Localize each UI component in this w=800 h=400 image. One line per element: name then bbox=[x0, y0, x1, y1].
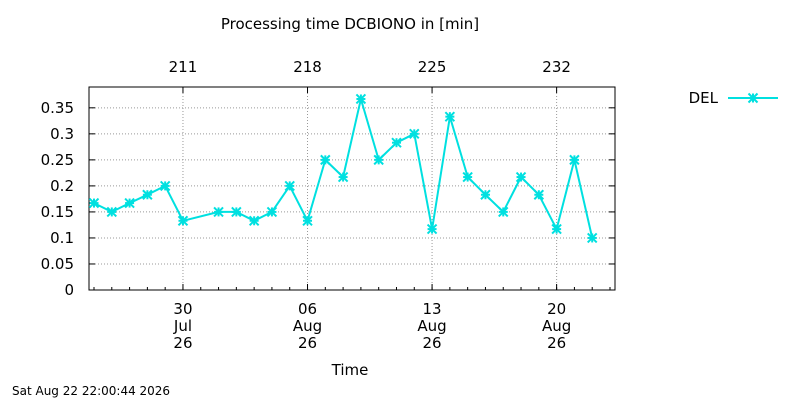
y-tick-label: 0.05 bbox=[41, 255, 74, 273]
top-tick-label: 232 bbox=[542, 58, 571, 76]
y-tick-label: 0 bbox=[64, 281, 74, 299]
top-tick-label: 225 bbox=[418, 58, 447, 76]
x-tick-label: Jul bbox=[173, 317, 192, 335]
x-tick-label: Aug bbox=[417, 317, 446, 335]
y-tick-label: 0.1 bbox=[50, 229, 74, 247]
y-axis: 0 0.05 0.1 0.15 0.2 0.25 0.3 0.35 bbox=[41, 99, 615, 299]
x-tick-label: 20 bbox=[547, 300, 566, 318]
series-layer bbox=[88, 93, 598, 244]
x-tick-label: 13 bbox=[423, 300, 442, 318]
data-point bbox=[355, 93, 367, 105]
data-point bbox=[462, 171, 473, 183]
data-point bbox=[320, 154, 331, 166]
data-point bbox=[142, 189, 153, 200]
x-tick-label: Aug bbox=[542, 317, 571, 335]
x-tick-label: 26 bbox=[298, 334, 317, 352]
data-point bbox=[337, 171, 349, 183]
data-point bbox=[391, 137, 402, 148]
data-point bbox=[409, 128, 420, 140]
data-point bbox=[213, 206, 224, 218]
data-point bbox=[515, 171, 527, 183]
y-tick-label: 0.25 bbox=[41, 151, 74, 169]
data-point bbox=[498, 206, 509, 218]
y-tick-label: 0.35 bbox=[41, 99, 74, 117]
data-point bbox=[177, 215, 189, 226]
x-axis-top: 211 218 225 232 bbox=[169, 58, 571, 93]
x-tick-label: Aug bbox=[293, 317, 322, 335]
legend-marker-del bbox=[747, 92, 759, 104]
data-point bbox=[159, 180, 171, 192]
timestamp: Sat Aug 22 22:00:44 2026 bbox=[12, 384, 170, 398]
data-point bbox=[586, 232, 598, 244]
x-axis-label: Time bbox=[331, 361, 369, 379]
top-tick-label: 211 bbox=[169, 58, 198, 76]
x-tick-label: 26 bbox=[547, 334, 566, 352]
data-point bbox=[88, 197, 100, 209]
y-tick-label: 0.15 bbox=[41, 203, 74, 221]
x-tick-label: 26 bbox=[173, 334, 192, 352]
data-point bbox=[284, 180, 295, 192]
data-point bbox=[266, 206, 278, 218]
data-point bbox=[444, 111, 456, 122]
grid bbox=[89, 87, 615, 290]
legend-label-del: DEL bbox=[689, 89, 719, 107]
data-point bbox=[533, 189, 545, 200]
y-tick-label: 0.3 bbox=[50, 125, 74, 143]
data-point bbox=[248, 215, 260, 226]
data-point bbox=[569, 154, 580, 166]
x-tick-label: 26 bbox=[423, 334, 442, 352]
plot-area-border bbox=[88, 86, 616, 291]
data-point bbox=[106, 206, 118, 218]
data-point bbox=[480, 189, 491, 200]
data-point bbox=[124, 197, 135, 209]
x-tick-label: 30 bbox=[173, 300, 192, 318]
series-line-del bbox=[93, 98, 594, 239]
chart-title: Processing time DCBIONO in [min] bbox=[221, 15, 479, 33]
legend: DEL bbox=[689, 89, 778, 107]
data-point bbox=[426, 223, 438, 235]
data-point bbox=[373, 154, 384, 166]
data-point bbox=[302, 215, 313, 226]
data-point bbox=[551, 223, 562, 235]
data-point bbox=[231, 206, 242, 218]
top-tick-label: 218 bbox=[293, 58, 322, 76]
y-tick-label: 0.2 bbox=[50, 177, 74, 195]
x-tick-label: 06 bbox=[298, 300, 317, 318]
